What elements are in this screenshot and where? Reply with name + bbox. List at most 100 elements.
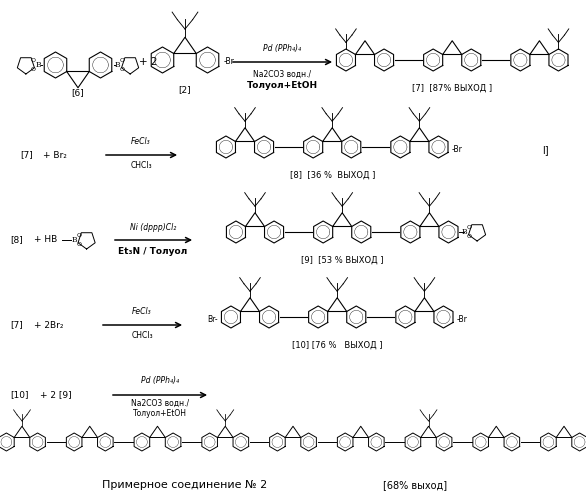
Polygon shape bbox=[323, 128, 342, 141]
Text: [8]: [8] bbox=[10, 236, 23, 244]
Polygon shape bbox=[511, 49, 530, 71]
Text: [8]  [36 %  ВЫХОД ]: [8] [36 % ВЫХОД ] bbox=[289, 170, 375, 179]
Text: + 2 [9]: + 2 [9] bbox=[40, 390, 71, 400]
Polygon shape bbox=[469, 224, 486, 241]
Polygon shape bbox=[66, 433, 82, 451]
Text: [10] [76 %   ВЫХОД ]: [10] [76 % ВЫХОД ] bbox=[292, 340, 383, 349]
Polygon shape bbox=[173, 38, 196, 54]
Text: -Br: -Br bbox=[223, 58, 234, 66]
Text: O: O bbox=[76, 232, 81, 237]
Text: O: O bbox=[467, 224, 472, 230]
Text: Примерное соединение № 2: Примерное соединение № 2 bbox=[103, 480, 268, 490]
Text: [2]: [2] bbox=[179, 86, 191, 94]
Polygon shape bbox=[353, 426, 369, 438]
Text: CHCl₃: CHCl₃ bbox=[130, 162, 152, 170]
Text: + 2: + 2 bbox=[139, 57, 157, 67]
Polygon shape bbox=[342, 136, 361, 158]
Text: FeCl₃: FeCl₃ bbox=[131, 138, 151, 146]
Polygon shape bbox=[473, 433, 489, 451]
Polygon shape bbox=[369, 433, 384, 451]
Text: [7]: [7] bbox=[20, 150, 33, 160]
Polygon shape bbox=[572, 433, 586, 451]
Polygon shape bbox=[196, 47, 219, 73]
Polygon shape bbox=[391, 136, 410, 158]
Polygon shape bbox=[541, 433, 556, 451]
Polygon shape bbox=[217, 426, 233, 438]
Text: B: B bbox=[115, 61, 120, 69]
Polygon shape bbox=[285, 426, 301, 438]
Text: [68% выход]: [68% выход] bbox=[383, 480, 447, 490]
Polygon shape bbox=[270, 433, 285, 451]
Text: Толуол+EtOH: Толуол+EtOH bbox=[133, 408, 187, 418]
Polygon shape bbox=[374, 49, 394, 71]
Text: B: B bbox=[71, 236, 77, 244]
Polygon shape bbox=[260, 306, 278, 328]
Polygon shape bbox=[405, 433, 421, 451]
Polygon shape bbox=[421, 426, 437, 438]
Polygon shape bbox=[338, 433, 353, 451]
Polygon shape bbox=[549, 49, 568, 71]
Polygon shape bbox=[233, 433, 248, 451]
Text: O: O bbox=[76, 242, 81, 248]
Polygon shape bbox=[301, 433, 316, 451]
Text: Br-: Br- bbox=[207, 314, 218, 324]
Polygon shape bbox=[18, 58, 35, 74]
Text: O: O bbox=[120, 68, 125, 72]
Text: [7]: [7] bbox=[10, 320, 23, 330]
Polygon shape bbox=[420, 213, 439, 226]
Polygon shape bbox=[149, 426, 165, 438]
Polygon shape bbox=[462, 49, 481, 71]
Text: [7]  [87% ВЫХОД ]: [7] [87% ВЫХОД ] bbox=[412, 84, 492, 92]
Polygon shape bbox=[328, 298, 347, 312]
Polygon shape bbox=[352, 221, 371, 243]
Polygon shape bbox=[165, 433, 181, 451]
Polygon shape bbox=[336, 49, 356, 71]
Polygon shape bbox=[424, 49, 442, 71]
Polygon shape bbox=[489, 426, 504, 438]
Polygon shape bbox=[530, 41, 549, 54]
Text: Ni (dppp)Cl₂: Ni (dppp)Cl₂ bbox=[130, 222, 176, 232]
Polygon shape bbox=[97, 433, 113, 451]
Polygon shape bbox=[202, 433, 217, 451]
Text: -Br: -Br bbox=[456, 314, 468, 324]
Polygon shape bbox=[82, 426, 97, 438]
Text: l]: l] bbox=[541, 145, 548, 155]
Text: O: O bbox=[31, 68, 36, 72]
Text: [10]: [10] bbox=[10, 390, 29, 400]
Text: B: B bbox=[462, 228, 467, 236]
Polygon shape bbox=[78, 232, 95, 249]
Polygon shape bbox=[304, 136, 323, 158]
Text: [6]: [6] bbox=[71, 88, 84, 98]
Polygon shape bbox=[151, 47, 173, 73]
Polygon shape bbox=[89, 52, 112, 78]
Text: Na2CO3 водн./: Na2CO3 водн./ bbox=[131, 398, 189, 407]
Polygon shape bbox=[222, 306, 240, 328]
Polygon shape bbox=[254, 136, 274, 158]
Polygon shape bbox=[30, 433, 45, 451]
Polygon shape bbox=[67, 72, 89, 88]
Polygon shape bbox=[347, 306, 366, 328]
Text: + 2Br₂: + 2Br₂ bbox=[34, 320, 63, 330]
Text: [9]  [53 % ВЫХОД ]: [9] [53 % ВЫХОД ] bbox=[301, 256, 383, 264]
Polygon shape bbox=[134, 433, 149, 451]
Polygon shape bbox=[410, 128, 429, 141]
Text: + Br₂: + Br₂ bbox=[43, 150, 67, 160]
Text: Pd (PPh₄)₄: Pd (PPh₄)₄ bbox=[141, 376, 179, 386]
Polygon shape bbox=[439, 221, 458, 243]
Text: CHCl₃: CHCl₃ bbox=[131, 332, 153, 340]
Text: FeCl₃: FeCl₃ bbox=[132, 308, 152, 316]
Text: B: B bbox=[36, 61, 41, 69]
Text: O: O bbox=[120, 58, 125, 62]
Polygon shape bbox=[396, 306, 415, 328]
Polygon shape bbox=[442, 41, 462, 54]
Text: + HB: + HB bbox=[34, 236, 57, 244]
Polygon shape bbox=[14, 426, 30, 438]
Polygon shape bbox=[309, 306, 328, 328]
Text: Na2CO3 водн./: Na2CO3 водн./ bbox=[253, 70, 311, 78]
Text: Et₃N / Толуол: Et₃N / Толуол bbox=[118, 248, 188, 256]
Polygon shape bbox=[216, 136, 236, 158]
Polygon shape bbox=[121, 58, 139, 74]
Polygon shape bbox=[246, 213, 264, 226]
Text: O: O bbox=[467, 234, 472, 240]
Polygon shape bbox=[415, 298, 434, 312]
